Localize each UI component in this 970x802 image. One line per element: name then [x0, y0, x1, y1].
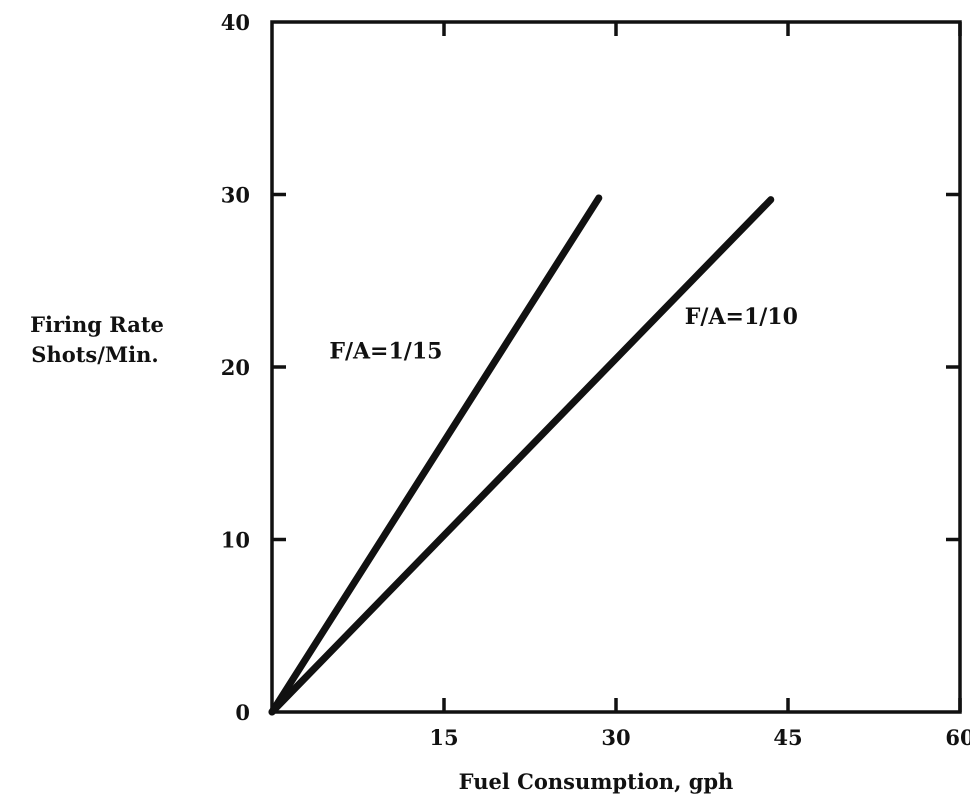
series-label-0: F/A=1/15 — [329, 338, 442, 364]
y-tick-label-30: 30 — [221, 183, 250, 208]
x-tick-label-15: 15 — [429, 725, 458, 750]
series-label-1: F/A=1/10 — [685, 304, 798, 330]
x-tick-label-30: 30 — [601, 725, 630, 750]
y-tick-label-20: 20 — [221, 355, 250, 380]
series-line-0 — [268, 194, 603, 716]
series-lines — [268, 194, 775, 716]
y-axis-label-line2: Shots/Min. — [31, 342, 158, 367]
y-axis-label-line1: Firing Rate — [30, 312, 164, 337]
series-line-1 — [268, 196, 775, 716]
x-tick-label-60: 60 — [945, 725, 970, 750]
x-tick-label-45: 45 — [773, 725, 802, 750]
labels: F/A=1/15 F/A=1/10 — [329, 304, 798, 365]
ticks: 15 30 45 60 0 10 20 30 40 — [221, 10, 970, 750]
y-tick-label-40: 40 — [221, 10, 250, 35]
y-tick-label-10: 10 — [221, 528, 250, 553]
x-axis-label: Fuel Consumption, gph — [459, 769, 734, 794]
y-tick-label-0: 0 — [235, 700, 250, 725]
